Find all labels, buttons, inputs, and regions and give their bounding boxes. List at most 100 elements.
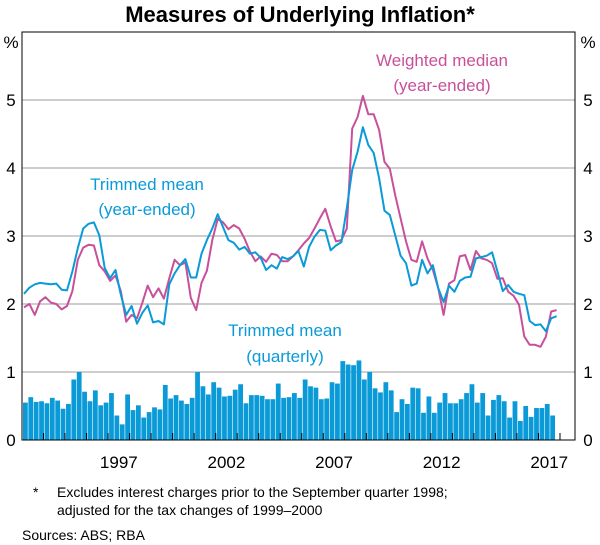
bar-trimmed-mean-quarterly bbox=[496, 395, 502, 440]
y-tick-label-right: 1 bbox=[583, 363, 592, 382]
x-tick-label: 2012 bbox=[423, 453, 461, 472]
bar-trimmed-mean-quarterly bbox=[297, 397, 303, 440]
bar-trimmed-mean-quarterly bbox=[378, 392, 383, 440]
bar-trimmed-mean-quarterly bbox=[367, 372, 373, 440]
bar-trimmed-mean-quarterly bbox=[340, 361, 346, 440]
bar-trimmed-mean-quarterly bbox=[125, 394, 130, 440]
footnote-line-1: Excludes interest charges prior to the S… bbox=[57, 484, 448, 500]
bar-trimmed-mean-quarterly bbox=[238, 384, 243, 440]
bar-trimmed-mean-quarterly bbox=[324, 398, 330, 440]
bar-trimmed-mean-quarterly bbox=[404, 403, 410, 440]
bar-trimmed-mean-quarterly bbox=[87, 401, 93, 440]
y-tick-label-right: 2 bbox=[583, 295, 592, 314]
bar-trimmed-mean-quarterly bbox=[431, 412, 437, 440]
bar-trimmed-mean-quarterly bbox=[512, 401, 518, 440]
x-tick-label: 1997 bbox=[100, 453, 138, 472]
label-trimmed-ye-sub: (year-ended) bbox=[98, 200, 195, 219]
bar-trimmed-mean-quarterly bbox=[480, 393, 486, 440]
bar-trimmed-mean-quarterly bbox=[286, 397, 292, 440]
bar-trimmed-mean-quarterly bbox=[528, 416, 534, 440]
bar-trimmed-mean-quarterly bbox=[179, 400, 184, 440]
bar-trimmed-mean-quarterly bbox=[130, 410, 136, 440]
bar-trimmed-mean-quarterly bbox=[448, 403, 453, 440]
bar-trimmed-mean-quarterly bbox=[335, 383, 340, 440]
label-weighted-median: Weighted median bbox=[376, 51, 508, 70]
bar-trimmed-mean-quarterly bbox=[421, 412, 426, 440]
quarterly-bars bbox=[23, 360, 556, 440]
bar-trimmed-mean-quarterly bbox=[372, 388, 378, 440]
line-series bbox=[23, 94, 557, 348]
bar-trimmed-mean-quarterly bbox=[318, 399, 324, 440]
label-trimmed-ye: Trimmed mean bbox=[90, 175, 204, 194]
bar-trimmed-mean-quarterly bbox=[313, 387, 319, 440]
bar-trimmed-mean-quarterly bbox=[281, 397, 287, 440]
bar-trimmed-mean-quarterly bbox=[394, 412, 399, 440]
bar-trimmed-mean-quarterly bbox=[415, 388, 421, 440]
bar-trimmed-mean-quarterly bbox=[33, 401, 39, 440]
y-tick-label-right: 3 bbox=[583, 227, 592, 246]
bar-trimmed-mean-quarterly bbox=[399, 399, 405, 440]
y-tick-label-left: 5 bbox=[6, 91, 15, 110]
bar-trimmed-mean-quarterly bbox=[28, 397, 34, 440]
line-trimmed-mean-year-ended bbox=[23, 126, 557, 333]
bar-trimmed-mean-quarterly bbox=[259, 395, 265, 440]
y-tick-label-left: 4 bbox=[6, 159, 15, 178]
footnote-marker: * bbox=[33, 484, 39, 500]
sources: Sources: ABS; RBA bbox=[22, 527, 146, 543]
bar-trimmed-mean-quarterly bbox=[270, 399, 276, 440]
y-tick-label-right: 4 bbox=[583, 159, 592, 178]
bar-trimmed-mean-quarterly bbox=[141, 417, 147, 440]
bar-trimmed-mean-quarterly bbox=[517, 420, 523, 440]
footnote-line-2: adjusted for the tax changes of 1999–200… bbox=[57, 502, 323, 518]
bar-trimmed-mean-quarterly bbox=[66, 403, 71, 440]
bar-trimmed-mean-quarterly bbox=[464, 393, 469, 440]
bar-trimmed-mean-quarterly bbox=[173, 395, 179, 440]
bar-trimmed-mean-quarterly bbox=[501, 401, 507, 440]
bar-trimmed-mean-quarterly bbox=[534, 408, 539, 440]
bar-trimmed-mean-quarterly bbox=[232, 389, 238, 440]
bar-trimmed-mean-quarterly bbox=[168, 398, 174, 440]
bar-trimmed-mean-quarterly bbox=[458, 399, 464, 440]
bar-trimmed-mean-quarterly bbox=[55, 400, 61, 440]
bar-trimmed-mean-quarterly bbox=[388, 390, 394, 440]
bar-trimmed-mean-quarterly bbox=[491, 399, 496, 440]
bar-trimmed-mean-quarterly bbox=[243, 403, 249, 440]
bar-trimmed-mean-quarterly bbox=[539, 408, 545, 440]
bar-trimmed-mean-quarterly bbox=[469, 384, 475, 440]
bar-trimmed-mean-quarterly bbox=[550, 415, 556, 440]
bar-trimmed-mean-quarterly bbox=[410, 387, 416, 440]
bar-trimmed-mean-quarterly bbox=[254, 395, 260, 440]
bar-trimmed-mean-quarterly bbox=[351, 365, 356, 440]
bar-trimmed-mean-quarterly bbox=[157, 409, 163, 440]
label-weighted-median-sub: (year-ended) bbox=[393, 76, 490, 95]
bar-trimmed-mean-quarterly bbox=[308, 386, 313, 440]
plot-frame bbox=[21, 31, 576, 441]
label-trimmed-q-sub: (quarterly) bbox=[246, 347, 323, 366]
bar-trimmed-mean-quarterly bbox=[474, 402, 480, 440]
bar-trimmed-mean-quarterly bbox=[383, 382, 389, 440]
bar-trimmed-mean-quarterly bbox=[39, 401, 44, 440]
bar-trimmed-mean-quarterly bbox=[23, 402, 28, 440]
bar-trimmed-mean-quarterly bbox=[248, 395, 254, 440]
y-tick-label-left: 0 bbox=[6, 431, 15, 450]
axes: 0 0 1 1 2 2 3 3 4 4 5 5 1997 2002 2007 2012 2017 bbox=[6, 91, 592, 472]
bar-trimmed-mean-quarterly bbox=[544, 403, 550, 440]
bar-trimmed-mean-quarterly bbox=[216, 387, 222, 440]
bar-trimmed-mean-quarterly bbox=[82, 391, 87, 440]
label-trimmed-q: Trimmed mean bbox=[228, 321, 342, 340]
bar-trimmed-mean-quarterly bbox=[523, 406, 529, 440]
bar-trimmed-mean-quarterly bbox=[114, 415, 120, 440]
bar-trimmed-mean-quarterly bbox=[442, 393, 448, 440]
bar-trimmed-mean-quarterly bbox=[49, 397, 55, 440]
bar-trimmed-mean-quarterly bbox=[227, 395, 233, 440]
bar-trimmed-mean-quarterly bbox=[109, 393, 114, 440]
bar-trimmed-mean-quarterly bbox=[162, 384, 168, 440]
bar-trimmed-mean-quarterly bbox=[103, 402, 109, 440]
gridlines bbox=[22, 99, 575, 373]
chart-title: Measures of Underlying Inflation* bbox=[125, 2, 475, 27]
y-tick-label-right: 5 bbox=[583, 91, 592, 110]
bar-trimmed-mean-quarterly bbox=[275, 383, 281, 440]
bar-trimmed-mean-quarterly bbox=[356, 360, 362, 440]
bar-trimmed-mean-quarterly bbox=[71, 379, 77, 440]
